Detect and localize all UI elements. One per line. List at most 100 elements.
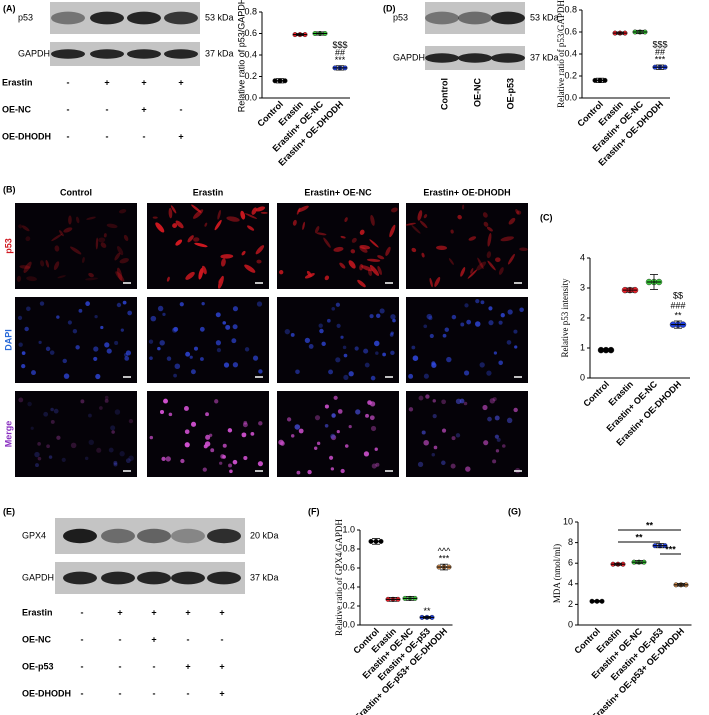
- nucleus: [184, 442, 190, 448]
- micrograph: [277, 391, 399, 477]
- condition-sign: -: [67, 77, 70, 87]
- cell: [292, 219, 297, 226]
- cell: [172, 223, 178, 229]
- y-tick-label: 0.2: [564, 70, 577, 80]
- cell: [16, 275, 22, 282]
- lane-label: OE-NC: [472, 78, 482, 108]
- cell: [214, 219, 222, 231]
- blot-band: [425, 53, 459, 63]
- y-tick-label: 0.8: [342, 543, 355, 553]
- nucleus: [17, 315, 23, 320]
- condition-sign: -: [119, 634, 122, 644]
- panel-label: (B): [3, 184, 16, 194]
- cell: [255, 245, 265, 255]
- nucleus: [486, 370, 492, 376]
- nucleus: [343, 374, 349, 381]
- comparison-label: ***: [665, 544, 676, 554]
- nucleus: [417, 461, 424, 468]
- nucleus: [370, 425, 377, 432]
- nucleus: [498, 320, 503, 325]
- cell: [217, 209, 221, 220]
- band-name: p53: [18, 12, 33, 22]
- nucleus: [216, 348, 222, 353]
- cell: [486, 251, 492, 259]
- x-tick-label: Control: [581, 379, 611, 409]
- nucleus: [463, 401, 468, 406]
- nucleus: [243, 455, 248, 461]
- nucleus: [375, 313, 381, 319]
- nucleus: [442, 333, 447, 338]
- nucleus: [61, 457, 66, 462]
- cell: [53, 261, 60, 271]
- condition-sign: -: [153, 688, 156, 698]
- micrograph: [277, 297, 399, 383]
- nucleus: [374, 447, 378, 451]
- blot-band: [51, 11, 85, 25]
- cell: [419, 220, 428, 229]
- nucleus: [507, 309, 513, 315]
- cell: [369, 264, 380, 276]
- nucleus: [202, 467, 207, 472]
- nucleus: [474, 321, 481, 327]
- nucleus: [514, 345, 518, 349]
- nucleus: [63, 373, 70, 379]
- blot-band: [164, 11, 198, 25]
- nucleus: [364, 362, 370, 368]
- nucleus: [128, 455, 134, 461]
- cell: [115, 271, 125, 282]
- condition-sign: +: [219, 688, 224, 698]
- nucleus: [308, 344, 314, 349]
- nucleus: [232, 324, 238, 330]
- blot-band: [63, 528, 97, 544]
- blot-band: [458, 53, 492, 63]
- nucleus: [26, 306, 31, 312]
- band-name: GAPDH: [393, 52, 425, 62]
- nucleus: [241, 432, 247, 438]
- nucleus: [149, 435, 154, 440]
- nucleus: [45, 346, 51, 352]
- nucleus: [125, 458, 131, 464]
- nucleus: [432, 399, 436, 403]
- nucleus: [256, 301, 263, 307]
- blot-band: [101, 528, 135, 544]
- nucleus: [162, 312, 166, 317]
- condition-sign: -: [106, 104, 109, 114]
- nucleus: [110, 425, 116, 431]
- nucleus: [231, 338, 237, 344]
- nucleus: [150, 315, 157, 322]
- nucleus: [463, 370, 470, 376]
- cell: [324, 275, 330, 281]
- y-axis-label: MDA (nmol/ml): [552, 544, 562, 603]
- blot-band: [90, 11, 124, 25]
- nucleus: [258, 369, 263, 374]
- condition-sign: +: [178, 131, 183, 141]
- nucleus: [431, 361, 436, 366]
- nucleus: [210, 448, 215, 453]
- nucleus: [492, 459, 497, 464]
- nucleus: [487, 416, 492, 422]
- y-tick-label: 2: [568, 599, 573, 609]
- nucleus: [214, 399, 219, 404]
- nucleus: [348, 425, 352, 429]
- cell: [170, 205, 177, 214]
- nucleus: [418, 395, 424, 401]
- nucleus: [375, 462, 380, 467]
- condition-sign: +: [219, 607, 224, 617]
- condition-sign: +: [178, 77, 183, 87]
- band-name: p53: [393, 12, 408, 22]
- nucleus: [106, 348, 112, 354]
- cell: [457, 214, 462, 220]
- nucleus: [228, 463, 233, 468]
- condition-sign: -: [119, 661, 122, 671]
- cell: [377, 265, 382, 275]
- nucleus: [205, 434, 211, 440]
- nucleus: [333, 395, 338, 400]
- nucleus: [488, 320, 494, 326]
- nucleus: [324, 423, 329, 428]
- band-size: 37 kDa: [250, 572, 279, 582]
- panel-label: (C): [540, 212, 553, 222]
- nucleus: [34, 451, 40, 458]
- cell: [204, 222, 208, 227]
- cell: [168, 207, 173, 219]
- nucleus: [85, 301, 90, 307]
